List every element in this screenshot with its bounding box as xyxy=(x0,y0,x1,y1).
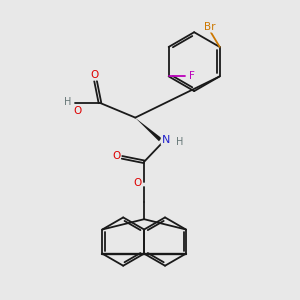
Text: H: H xyxy=(64,97,71,107)
Text: O: O xyxy=(90,70,98,80)
Polygon shape xyxy=(135,118,162,141)
Text: H: H xyxy=(176,137,183,147)
Text: O: O xyxy=(73,106,81,116)
Text: Br: Br xyxy=(204,22,215,32)
Text: N: N xyxy=(161,135,170,145)
Text: O: O xyxy=(134,178,142,188)
Text: F: F xyxy=(189,71,195,81)
Text: O: O xyxy=(112,151,120,161)
